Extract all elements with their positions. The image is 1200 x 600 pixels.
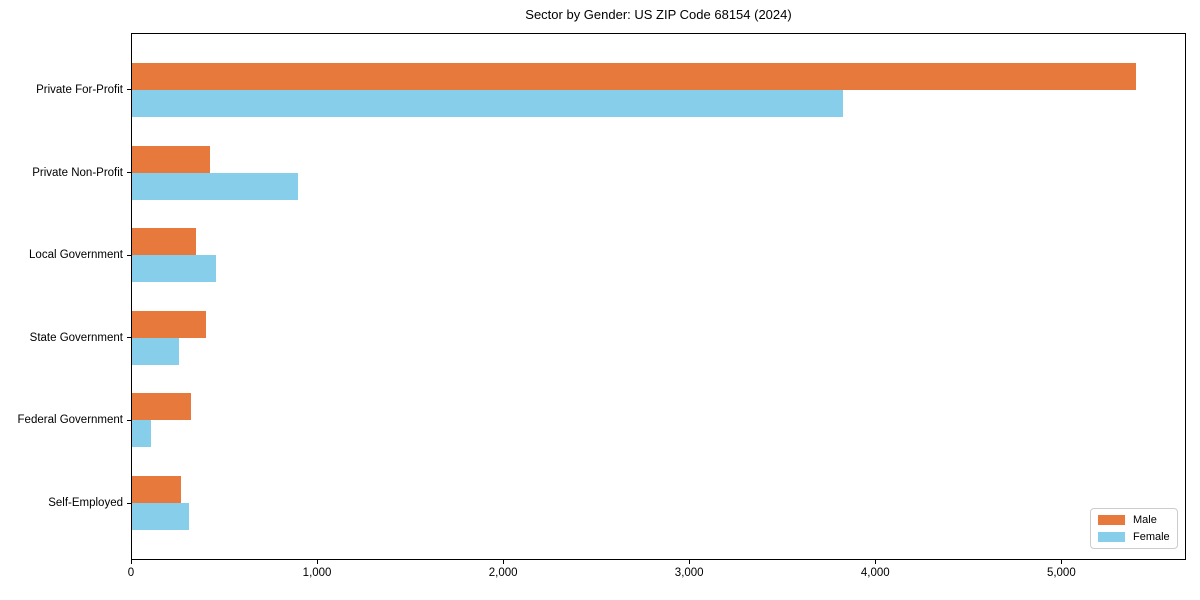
- y-tick-private-non-profit: [127, 172, 131, 174]
- bar-female-state-government: [131, 337, 180, 365]
- x-tick-0: [130, 560, 132, 564]
- bar-female-federal-government: [131, 420, 152, 448]
- y-axis-label-private-non-profit: Private Non-Profit: [32, 166, 123, 179]
- bar-male-state-government: [131, 310, 207, 338]
- x-tick-3-000: [688, 560, 690, 564]
- bar-female-private-for-profit: [131, 89, 843, 117]
- bar-male-private-non-profit: [131, 145, 211, 173]
- legend-label-male: Male: [1133, 514, 1157, 526]
- y-axis-label-local-government: Local Government: [29, 249, 123, 262]
- y-tick-self-employed: [127, 502, 131, 504]
- x-tick-2-000: [502, 560, 504, 564]
- y-tick-federal-government: [127, 419, 131, 421]
- x-tick-4-000: [874, 560, 876, 564]
- x-axis-label-5-000: 5,000: [1046, 567, 1076, 579]
- legend-swatch-male: [1098, 515, 1125, 525]
- bar-female-local-government: [131, 255, 216, 283]
- bar-male-local-government: [131, 228, 197, 256]
- y-axis-label-state-government: State Government: [29, 331, 123, 344]
- y-tick-private-for-profit: [127, 89, 131, 91]
- legend-item-female: Female: [1098, 530, 1170, 544]
- y-axis-label-self-employed: Self-Employed: [48, 497, 123, 509]
- y-tick-state-government: [127, 337, 131, 339]
- bar-male-federal-government: [131, 393, 192, 421]
- bar-female-private-non-profit: [131, 172, 299, 200]
- x-axis-label-4-000: 4,000: [860, 567, 890, 579]
- x-tick-1-000: [316, 560, 318, 564]
- y-tick-local-government: [127, 254, 131, 256]
- x-axis-label-0: 0: [127, 567, 135, 579]
- x-axis-label-3-000: 3,000: [674, 567, 704, 579]
- legend-item-male: Male: [1098, 513, 1170, 527]
- y-axis-label-private-for-profit: Private For-Profit: [36, 83, 123, 96]
- bar-male-self-employed: [131, 476, 182, 503]
- chart-title: Sector by Gender: US ZIP Code 68154 (202…: [525, 7, 792, 22]
- bar-male-private-for-profit: [131, 62, 1136, 90]
- x-tick-5-000: [1060, 560, 1062, 564]
- y-axis-label-federal-government: Federal Government: [17, 414, 123, 427]
- legend-label-female: Female: [1133, 531, 1170, 543]
- legend: Male Female: [1090, 508, 1178, 549]
- legend-swatch-female: [1098, 532, 1125, 542]
- bar-female-self-employed: [131, 503, 189, 530]
- x-axis-label-1-000: 1,000: [302, 567, 332, 579]
- x-axis-label-2-000: 2,000: [488, 567, 518, 579]
